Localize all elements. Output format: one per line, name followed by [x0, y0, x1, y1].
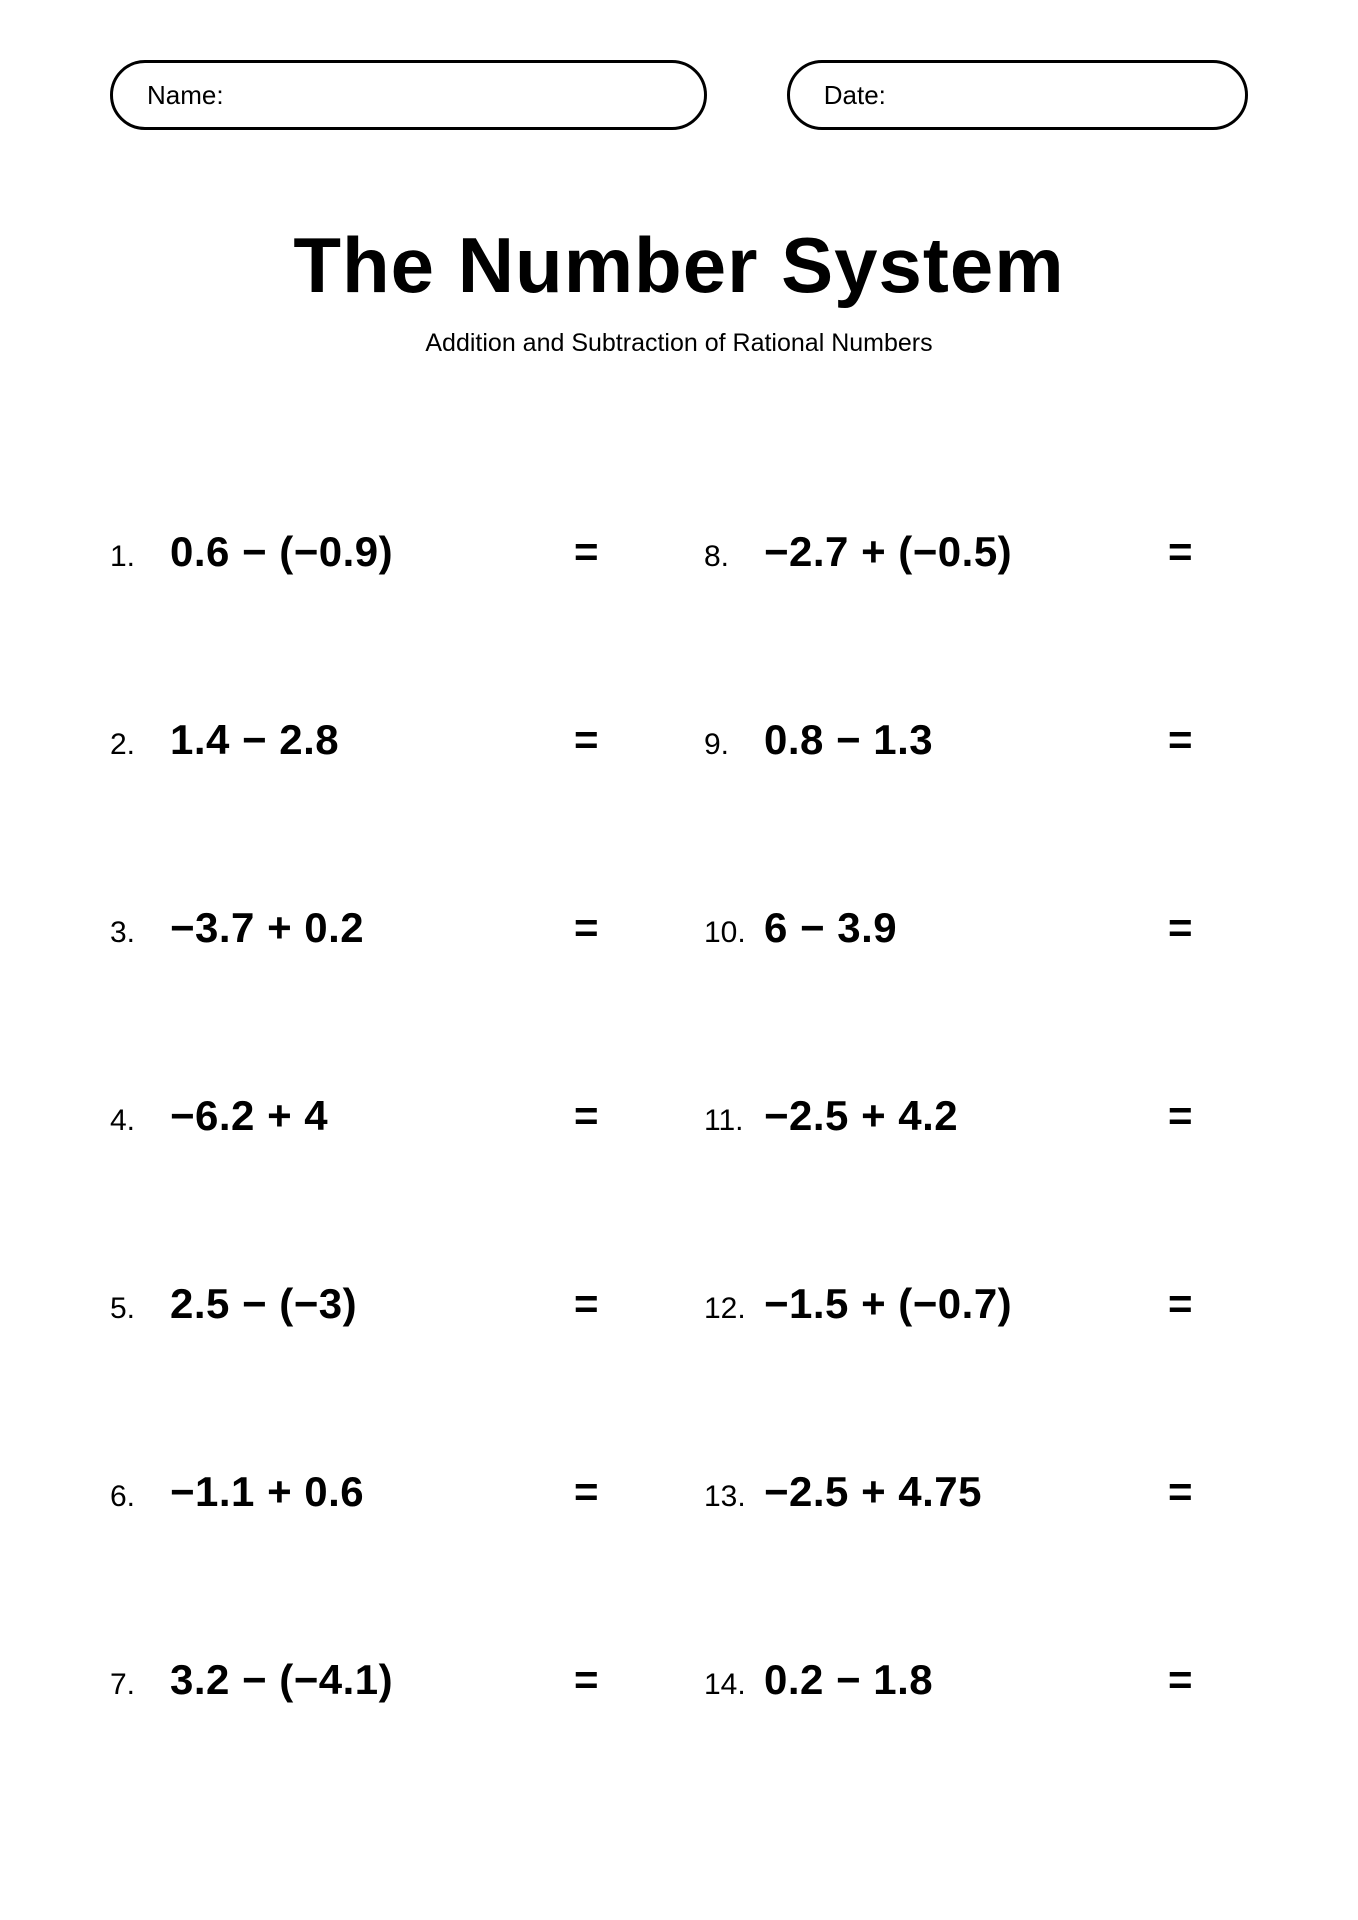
- problem-number: 2.: [110, 728, 170, 762]
- equals-sign: =: [1168, 1656, 1218, 1704]
- worksheet-title: The Number System: [110, 220, 1248, 311]
- problem-expression: −2.7 + (−0.5): [764, 528, 1168, 576]
- problem-row: 11. −2.5 + 4.2 =: [704, 1092, 1248, 1140]
- problem-row: 4. −6.2 + 4 =: [110, 1092, 654, 1140]
- problem-expression: 0.8 − 1.3: [764, 716, 1168, 764]
- equals-sign: =: [574, 904, 624, 952]
- equals-sign: =: [1168, 716, 1218, 764]
- problem-expression: −3.7 + 0.2: [170, 904, 574, 952]
- problem-row: 1. 0.6 − (−0.9) =: [110, 528, 654, 576]
- name-label: Name:: [147, 80, 224, 111]
- problem-expression: −2.5 + 4.2: [764, 1092, 1168, 1140]
- problem-row: 3. −3.7 + 0.2 =: [110, 904, 654, 952]
- equals-sign: =: [1168, 528, 1218, 576]
- problem-number: 11.: [704, 1104, 764, 1138]
- equals-sign: =: [1168, 1468, 1218, 1516]
- problem-row: 2. 1.4 − 2.8 =: [110, 716, 654, 764]
- date-field[interactable]: Date:: [787, 60, 1248, 130]
- problem-expression: −1.5 + (−0.7): [764, 1280, 1168, 1328]
- problem-row: 7. 3.2 − (−4.1) =: [110, 1656, 654, 1704]
- worksheet-page: Name: Date: The Number System Addition a…: [0, 0, 1358, 1764]
- problem-expression: 0.2 − 1.8: [764, 1656, 1168, 1704]
- problem-row: 12. −1.5 + (−0.7) =: [704, 1280, 1248, 1328]
- date-label: Date:: [824, 80, 886, 111]
- equals-sign: =: [574, 716, 624, 764]
- problem-number: 9.: [704, 728, 764, 762]
- title-block: The Number System Addition and Subtracti…: [110, 220, 1248, 358]
- problem-expression: −6.2 + 4: [170, 1092, 574, 1140]
- problem-number: 3.: [110, 916, 170, 950]
- equals-sign: =: [1168, 1092, 1218, 1140]
- problem-expression: −2.5 + 4.75: [764, 1468, 1168, 1516]
- equals-sign: =: [574, 528, 624, 576]
- problem-row: 14. 0.2 − 1.8 =: [704, 1656, 1248, 1704]
- problem-number: 14.: [704, 1668, 764, 1702]
- equals-sign: =: [574, 1656, 624, 1704]
- problem-number: 5.: [110, 1292, 170, 1326]
- worksheet-subtitle: Addition and Subtraction of Rational Num…: [110, 329, 1248, 358]
- problem-number: 13.: [704, 1480, 764, 1514]
- header-row: Name: Date:: [110, 60, 1248, 130]
- problem-row: 5. 2.5 − (−3) =: [110, 1280, 654, 1328]
- equals-sign: =: [574, 1092, 624, 1140]
- problem-row: 8. −2.7 + (−0.5) =: [704, 528, 1248, 576]
- problem-expression: 1.4 − 2.8: [170, 716, 574, 764]
- problem-number: 12.: [704, 1292, 764, 1326]
- problem-number: 8.: [704, 540, 764, 574]
- problem-number: 1.: [110, 540, 170, 574]
- problem-row: 13. −2.5 + 4.75 =: [704, 1468, 1248, 1516]
- equals-sign: =: [1168, 904, 1218, 952]
- problem-number: 4.: [110, 1104, 170, 1138]
- problem-number: 6.: [110, 1480, 170, 1514]
- problems-grid: 1. 0.6 − (−0.9) = 8. −2.7 + (−0.5) = 2. …: [110, 528, 1248, 1704]
- problem-expression: 3.2 − (−4.1): [170, 1656, 574, 1704]
- problem-expression: 6 − 3.9: [764, 904, 1168, 952]
- problem-row: 10. 6 − 3.9 =: [704, 904, 1248, 952]
- problem-expression: 0.6 − (−0.9): [170, 528, 574, 576]
- name-field[interactable]: Name:: [110, 60, 707, 130]
- equals-sign: =: [574, 1468, 624, 1516]
- problem-expression: 2.5 − (−3): [170, 1280, 574, 1328]
- problem-row: 9. 0.8 − 1.3 =: [704, 716, 1248, 764]
- problem-expression: −1.1 + 0.6: [170, 1468, 574, 1516]
- problem-number: 7.: [110, 1668, 170, 1702]
- equals-sign: =: [574, 1280, 624, 1328]
- equals-sign: =: [1168, 1280, 1218, 1328]
- problem-row: 6. −1.1 + 0.6 =: [110, 1468, 654, 1516]
- problem-number: 10.: [704, 916, 764, 950]
